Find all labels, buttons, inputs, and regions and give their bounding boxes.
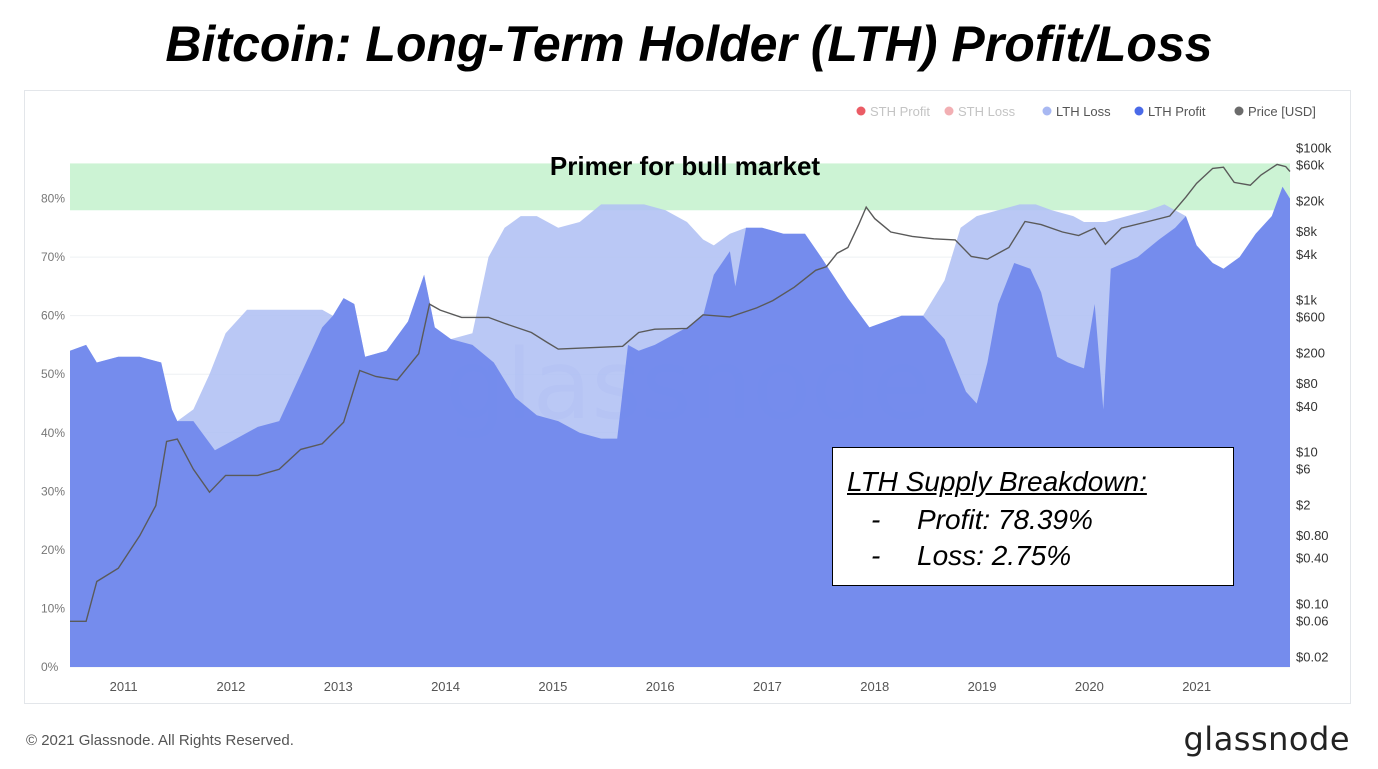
y-left-tick-label: 40% [41, 426, 65, 440]
breakdown-heading: LTH Supply Breakdown: [847, 466, 1147, 497]
copyright-text: © 2021 Glassnode. All Rights Reserved. [26, 732, 294, 749]
y-right-tick-label: $6 [1296, 461, 1310, 476]
y-right-tick-label: $0.02 [1296, 650, 1329, 665]
price-line [70, 163, 1291, 622]
x-tick-label: 2020 [1075, 679, 1104, 694]
y-right-tick-label: $2 [1296, 498, 1310, 513]
legend-swatch [856, 106, 866, 116]
legend-label: STH Profit [870, 104, 930, 119]
x-tick-label: 2017 [753, 679, 782, 694]
primer-band-label: Primer for bull market [550, 151, 821, 181]
primer-band [70, 163, 1290, 211]
y-right-tick-label: $40 [1296, 399, 1318, 414]
lth-supply-breakdown-box: LTH Supply Breakdown: - Profit: 78.39% - L… [832, 447, 1234, 586]
x-tick-label: 2015 [538, 679, 567, 694]
y-left-tick-label: 20% [41, 543, 65, 557]
x-tick-label: 2014 [431, 679, 460, 694]
x-tick-label: 2016 [646, 679, 675, 694]
y-right-tick-label: $20k [1296, 194, 1325, 209]
legend-label: LTH Profit [1148, 104, 1206, 119]
breakdown-item-loss: - Loss: 2.75% [871, 540, 1071, 572]
y-right-tick-label: $10 [1296, 444, 1318, 459]
y-right-tick-label: $4k [1296, 247, 1317, 262]
x-tick-label: 2012 [216, 679, 245, 694]
legend-swatch [1234, 106, 1244, 116]
x-tick-label: 2018 [860, 679, 889, 694]
x-tick-label: 2013 [324, 679, 353, 694]
y-left-tick-label: 0% [41, 660, 59, 674]
legend-label: LTH Loss [1056, 104, 1111, 119]
y-right-tick-label: $0.80 [1296, 528, 1329, 543]
breakdown-profit-text: Profit: 78.39% [917, 504, 1093, 535]
y-right-tick-label: $8k [1296, 224, 1317, 239]
y-right-tick-label: $100k [1296, 141, 1332, 156]
y-right-tick-label: $0.10 [1296, 596, 1329, 611]
y-right-tick-label: $0.40 [1296, 551, 1329, 566]
legend-swatch [944, 106, 954, 116]
legend-label: STH Loss [958, 104, 1016, 119]
page-title: Bitcoin: Long-Term Holder (LTH) Profit/L… [165, 16, 1213, 72]
y-right-tick-label: $80 [1296, 376, 1318, 391]
y-right-tick-label: $600 [1296, 309, 1325, 324]
y-left-tick-label: 60% [41, 309, 65, 323]
glassnode-logo: glassnode [1183, 720, 1350, 758]
x-tick-label: 2019 [968, 679, 997, 694]
y-left-tick-label: 50% [41, 367, 65, 381]
legend-label: Price [USD] [1248, 104, 1316, 119]
breakdown-dash: - [871, 504, 881, 535]
y-left-tick-label: 80% [41, 192, 65, 206]
y-right-tick-label: $0.06 [1296, 613, 1329, 628]
y-right-tick-label: $1k [1296, 293, 1317, 308]
x-tick-label: 2011 [110, 679, 138, 694]
x-tick-label: 2021 [1182, 679, 1211, 694]
y-right-tick-label: $200 [1296, 346, 1325, 361]
breakdown-item-profit: - Profit: 78.39% [871, 504, 1093, 536]
y-right-tick-label: $60k [1296, 158, 1325, 173]
breakdown-loss-text: Loss: 2.75% [917, 540, 1072, 571]
breakdown-dash: - [871, 540, 881, 571]
y-left-tick-label: 30% [41, 484, 65, 498]
legend-swatch [1042, 106, 1052, 116]
legend-swatch [1134, 106, 1144, 116]
y-left-tick-label: 70% [41, 250, 65, 264]
y-left-tick-label: 10% [41, 601, 65, 615]
